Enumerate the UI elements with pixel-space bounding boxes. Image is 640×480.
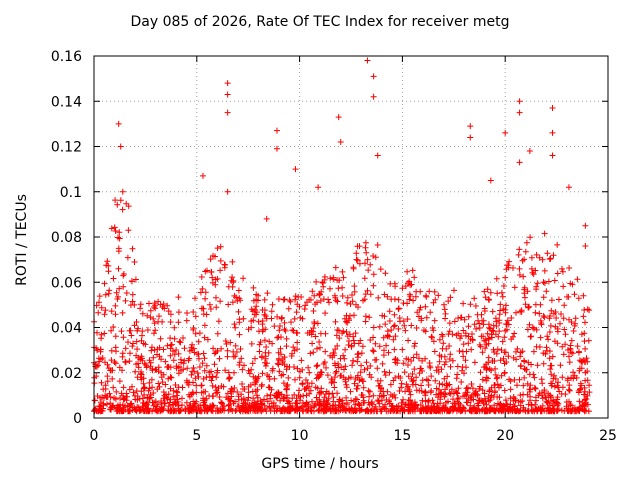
scatter-point [224, 109, 231, 116]
scatter-point [374, 152, 381, 159]
scatter-point [549, 129, 556, 136]
scatter-point [224, 80, 231, 87]
scatter-point [526, 148, 533, 155]
scatter-point [199, 172, 206, 179]
scatter-point [224, 91, 231, 98]
x-tick-label: 25 [599, 428, 617, 444]
scatter-point [337, 138, 344, 145]
scatter-point [516, 109, 523, 116]
scatter-point [315, 184, 322, 191]
y-tick-label: 0.02 [51, 366, 82, 382]
x-axis-label: GPS time / hours [261, 456, 379, 472]
scatter-point [502, 129, 509, 136]
scatter-point [273, 145, 280, 152]
y-tick-label: 0.12 [51, 140, 82, 156]
scatter-point [117, 143, 124, 150]
chart-title: Day 085 of 2026, Rate Of TEC Index for r… [130, 14, 510, 30]
scatter-point [292, 166, 299, 173]
scatter-point [370, 73, 377, 80]
scatter-point [565, 184, 572, 191]
scatter-point [582, 243, 589, 250]
scatter-point [549, 105, 556, 112]
scatter-point [516, 159, 523, 166]
x-tick-label: 20 [496, 428, 514, 444]
y-tick-label: 0.1 [60, 185, 82, 201]
y-tick-label: 0.04 [51, 321, 82, 337]
scatter-point-cloud [91, 197, 593, 415]
y-axis-label: ROTI / TECUs [14, 194, 30, 286]
x-tick-label: 15 [393, 428, 411, 444]
scatter-point [516, 98, 523, 105]
scatter-point [335, 114, 342, 121]
scatter-point [224, 188, 231, 195]
scatter-point [119, 188, 126, 195]
scatter-point [549, 152, 556, 159]
scatter-point [582, 222, 589, 229]
scatter-point [364, 57, 371, 64]
scatter-point [487, 177, 494, 184]
scatter-point [273, 127, 280, 134]
x-tick-label: 0 [90, 428, 99, 444]
scatter-point [370, 93, 377, 100]
scatter-point [263, 215, 270, 222]
y-tick-label: 0.16 [51, 49, 82, 65]
y-tick-label: 0.14 [51, 94, 82, 110]
x-tick-label: 5 [192, 428, 201, 444]
x-tick-label: 10 [291, 428, 309, 444]
scatter-point [467, 134, 474, 141]
y-tick-label: 0.06 [51, 275, 82, 291]
scatter-point [467, 123, 474, 130]
scatter-point [115, 120, 122, 127]
y-tick-label: 0 [73, 411, 82, 427]
y-tick-label: 0.08 [51, 230, 82, 246]
